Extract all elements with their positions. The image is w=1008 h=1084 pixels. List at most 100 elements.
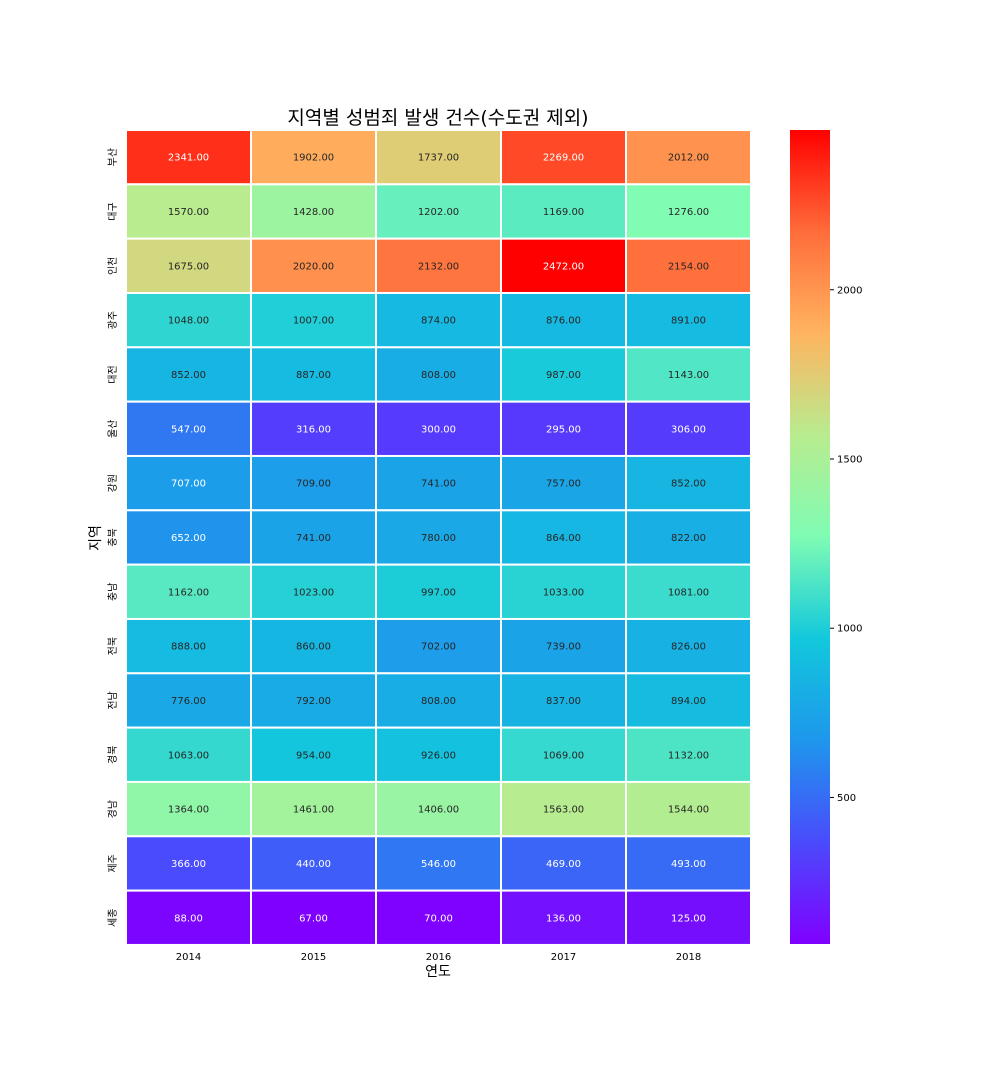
heatmap-cell	[375, 889, 502, 946]
cell-value-label: 1143.00	[668, 370, 709, 381]
heatmap-cell	[250, 563, 377, 620]
heatmap-cell	[125, 291, 252, 349]
cell-value-label: 887.00	[296, 370, 331, 381]
cell-value-label: 136.00	[546, 913, 581, 924]
heatmap-cell	[250, 835, 377, 892]
cell-value-label: 2012.00	[668, 153, 709, 164]
cell-value-label: 1461.00	[293, 805, 334, 816]
y-tick-label: 경남	[106, 800, 119, 818]
cell-value-label: 1132.00	[668, 750, 709, 761]
cell-value-label: 70.00	[424, 913, 453, 924]
cell-value-label: 891.00	[671, 316, 706, 327]
cell-value-label: 1570.00	[168, 207, 209, 218]
cell-value-label: 125.00	[671, 913, 706, 924]
cell-value-label: 2341.00	[168, 153, 209, 164]
heatmap-cell	[375, 672, 502, 729]
heatmap-cell	[625, 183, 752, 240]
x-tick-label: 2018	[676, 952, 701, 963]
cell-value-label: 997.00	[421, 587, 456, 598]
heatmap-cell	[500, 672, 627, 729]
cell-value-label: 1023.00	[293, 587, 334, 598]
heatmap-cell	[625, 672, 752, 729]
heatmap-cell	[125, 780, 252, 838]
cell-value-label: 546.00	[421, 859, 456, 870]
colorbar-tick-label: 500	[837, 793, 856, 804]
cell-value-label: 2132.00	[418, 261, 459, 272]
cell-value-label: 2020.00	[293, 261, 334, 272]
colorbar-tick-label: 1000	[837, 624, 862, 635]
cell-value-label: 1406.00	[418, 805, 459, 816]
cell-value-label: 1169.00	[543, 207, 584, 218]
cell-value-label: 1033.00	[543, 587, 584, 598]
chart-title: 지역별 성범죄 발생 건수(수도권 제외)	[287, 107, 588, 129]
x-tick-labels: 2014 2015 2016 2017 2018	[176, 952, 701, 963]
cell-value-label: 707.00	[171, 479, 206, 490]
cell-value-label: 2269.00	[543, 153, 584, 164]
y-tick-label: 경북	[106, 746, 119, 764]
cell-value-label: 1902.00	[293, 153, 334, 164]
heatmap-cell	[125, 346, 252, 403]
cell-value-label: 852.00	[671, 479, 706, 490]
heatmap-cell	[500, 726, 627, 783]
cell-value-label: 709.00	[296, 479, 331, 490]
heatmap-cell	[375, 400, 502, 457]
heatmap-cell	[250, 291, 377, 349]
heatmap-cells: 2341.00 1902.00 1737.00 2269.00 2012.00 1570.…	[125, 129, 752, 946]
cell-value-label: 776.00	[171, 696, 206, 707]
heatmap-cell	[500, 400, 627, 457]
heatmap-cell	[375, 617, 502, 675]
cell-value-label: 1544.00	[668, 805, 709, 816]
cell-value-label: 741.00	[421, 479, 456, 490]
y-tick-label: 강원	[107, 474, 119, 492]
heatmap-cell	[125, 129, 252, 186]
y-tick-label: 충북	[107, 528, 119, 546]
y-tick-label: 전남	[107, 691, 119, 709]
cell-value-label: 1063.00	[168, 750, 209, 761]
heatmap-cell	[500, 617, 627, 675]
cell-value-label: 306.00	[671, 424, 706, 435]
cell-value-label: 1162.00	[168, 587, 209, 598]
cell-value-label: 1007.00	[293, 316, 334, 327]
colorbar-tick-label: 2000	[837, 285, 862, 296]
cell-value-label: 1276.00	[668, 207, 709, 218]
cell-value-label: 1069.00	[543, 750, 584, 761]
cell-value-label: 1364.00	[168, 805, 209, 816]
cell-value-label: 1048.00	[168, 316, 209, 327]
y-tick-label: 울산	[107, 420, 119, 438]
heatmap-cell	[125, 726, 252, 783]
colorbar	[790, 130, 830, 944]
cell-value-label: 874.00	[421, 316, 456, 327]
cell-value-label: 864.00	[546, 533, 581, 544]
cell-value-label: 295.00	[546, 424, 581, 435]
heatmap-cell	[500, 237, 627, 294]
cell-value-label: 2154.00	[668, 261, 709, 272]
heatmap-cell	[375, 183, 502, 240]
x-tick-label: 2016	[426, 952, 451, 963]
y-tick-label: 부산	[107, 148, 119, 166]
cell-value-label: 852.00	[171, 370, 206, 381]
heatmap-cell	[125, 617, 252, 675]
cell-value-label: 894.00	[671, 696, 706, 707]
cell-value-label: 652.00	[171, 533, 206, 544]
cell-value-label: 987.00	[546, 370, 581, 381]
cell-value-label: 926.00	[421, 750, 456, 761]
heatmap-cell	[625, 780, 752, 838]
x-tick-label: 2015	[301, 952, 326, 963]
heatmap-cell	[500, 889, 627, 946]
heatmap-cell	[125, 183, 252, 240]
heatmap-cell	[250, 509, 377, 566]
heatmap-cell	[625, 889, 752, 946]
heatmap-cell	[250, 400, 377, 457]
heatmap-cell	[625, 563, 752, 620]
heatmap-cell	[375, 835, 502, 892]
cell-value-label: 826.00	[671, 642, 706, 653]
heatmap-cell	[125, 454, 252, 512]
heatmap-cell	[125, 672, 252, 729]
cell-value-label: 837.00	[546, 696, 581, 707]
heatmap-cell	[250, 129, 377, 186]
cell-value-label: 739.00	[546, 642, 581, 653]
x-tick-label: 2014	[176, 952, 201, 963]
